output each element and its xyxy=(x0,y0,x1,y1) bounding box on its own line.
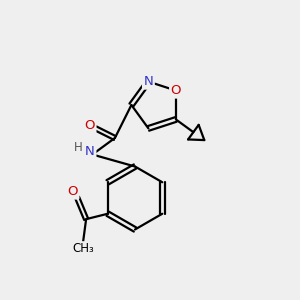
Text: N: N xyxy=(85,145,95,158)
Text: O: O xyxy=(84,119,95,132)
Text: N: N xyxy=(143,75,153,88)
Text: O: O xyxy=(68,185,78,198)
Text: H: H xyxy=(74,141,82,154)
Text: O: O xyxy=(171,84,181,97)
Text: CH₃: CH₃ xyxy=(72,242,94,255)
